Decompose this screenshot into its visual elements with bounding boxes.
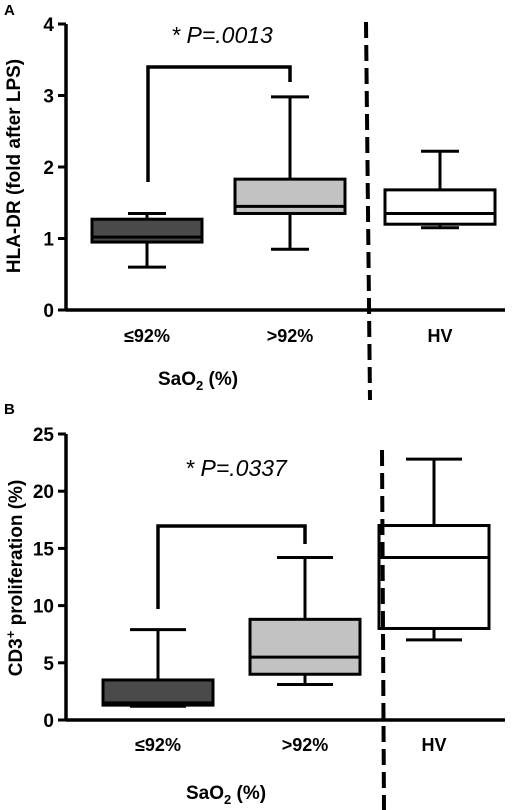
category-label: >92% — [267, 326, 314, 346]
panel-b-p-value: * P=.0337 — [185, 455, 288, 481]
box-2 — [377, 457, 491, 642]
box-2 — [383, 149, 497, 230]
box-1 — [248, 556, 362, 687]
panel-a-p-value: * P=.0013 — [171, 22, 273, 48]
box-1 — [233, 95, 347, 251]
y-tick-label: 1 — [43, 230, 54, 251]
panel-b-boxes — [101, 457, 491, 708]
panel-a-x-axis-label: SaO2 (%) — [158, 369, 238, 393]
panel-b-y-axis — [64, 434, 505, 722]
y-tick-label: 4 — [43, 15, 54, 36]
category-label: >92% — [282, 735, 329, 755]
iqr-box — [248, 617, 362, 676]
y-tick-label: 5 — [43, 654, 54, 675]
y-tick-label: 25 — [33, 425, 55, 446]
panel-a-y-axis-label: HLA-DR (fold after LPS) — [4, 59, 25, 273]
iqr-box — [377, 524, 491, 630]
panel-a-label: A — [4, 2, 15, 19]
panel-b-divider — [380, 449, 386, 810]
iqr-box — [233, 177, 347, 215]
panel-b-y-ticks: 0 5 10 15 20 25 — [33, 425, 66, 732]
y-tick-label: 3 — [43, 87, 54, 108]
panel-a-significance-bracket — [146, 65, 292, 182]
category-label: HV — [421, 735, 446, 755]
panel-a: A HLA-DR (fold after LPS) * P=.0013 0 1 2 3… — [4, 2, 505, 401]
panel-b-y-axis-label: CD3+ proliferation (%) — [3, 480, 27, 677]
iqr-box — [90, 217, 204, 244]
panel-a-divider — [364, 21, 372, 401]
panel-b-significance-bracket — [156, 524, 307, 609]
panel-b: B CD3+ proliferation (%) * P=.0337 0 5 10 1… — [3, 401, 505, 810]
category-label: HV — [427, 326, 452, 346]
y-tick-label: 10 — [33, 597, 54, 618]
panel-a-y-ticks: 0 1 2 3 4 — [43, 15, 66, 322]
panel-a-boxes — [90, 95, 497, 269]
panel-b-category-labels: ≤92% >92% HV — [135, 735, 446, 755]
iqr-box — [101, 678, 215, 707]
category-label: ≤92% — [124, 326, 170, 346]
panel-b-label: B — [4, 401, 15, 418]
category-label: ≤92% — [135, 735, 181, 755]
box-0 — [101, 628, 215, 708]
iqr-box — [383, 188, 497, 226]
box-0 — [90, 211, 204, 269]
panel-a-category-labels: ≤92% >92% HV — [124, 326, 452, 346]
y-tick-label: 20 — [33, 482, 54, 503]
y-tick-label: 0 — [43, 301, 54, 322]
panel-b-x-axis-label: SaO2 (%) — [186, 783, 266, 807]
y-tick-label: 15 — [33, 539, 55, 560]
y-tick-label: 0 — [43, 711, 54, 732]
y-tick-label: 2 — [43, 158, 54, 179]
